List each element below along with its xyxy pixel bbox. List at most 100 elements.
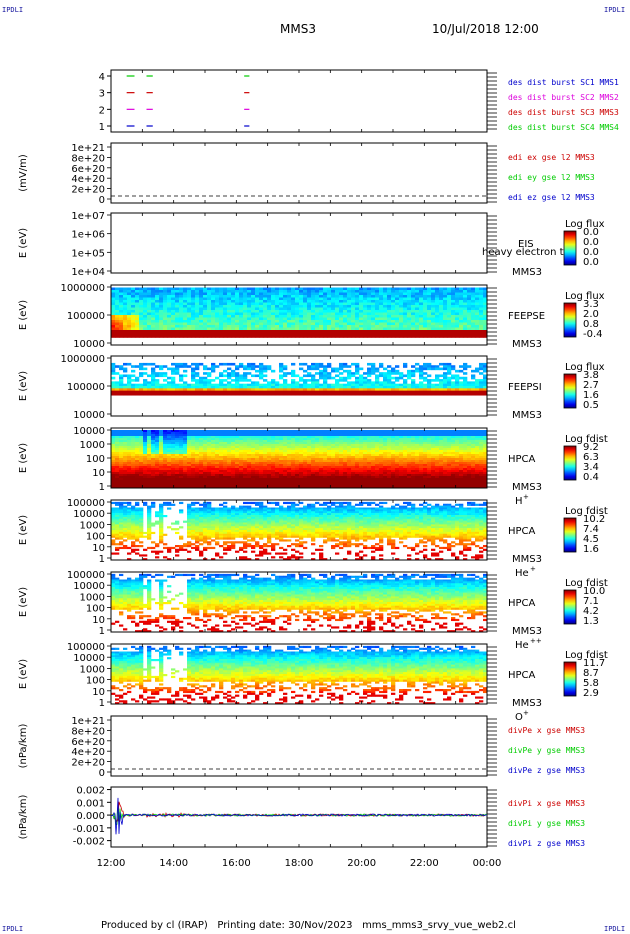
feepsi-pixel [147, 381, 152, 384]
feepse-pixel [411, 312, 416, 316]
hpca_h-pixel [263, 466, 268, 469]
hpca_h-pixel [287, 478, 292, 481]
feepse-pixel [219, 317, 224, 321]
hpca_h-pixel [251, 454, 256, 457]
hpca_h-pixel [195, 442, 200, 445]
feepse-pixel [147, 315, 152, 318]
hpca_h-pixel [315, 440, 320, 443]
feepse-pixel [271, 305, 276, 308]
feepse-pixel [275, 290, 280, 293]
feepsi-pixel [427, 367, 432, 371]
feepse-pixel [235, 320, 240, 323]
feepse-pixel [215, 290, 220, 293]
feepse-pixel [319, 295, 324, 298]
feepsi-pixel [195, 392, 200, 396]
hpca_h-pixel [335, 438, 340, 441]
feepse-pixel [135, 315, 140, 318]
feepsi-pixel [259, 388, 264, 391]
hpca_h-pixel [359, 448, 364, 451]
hpca_h-pixel [147, 430, 152, 433]
feepse-pixel [203, 335, 208, 338]
feepse-pixel [347, 327, 352, 331]
feepse-pixel [455, 287, 460, 291]
hpca_h-pixel [343, 462, 348, 465]
feepse-pixel [235, 305, 240, 308]
feepse-pixel [127, 332, 132, 336]
feepse-pixel [475, 292, 480, 296]
feepsi-pixel [447, 376, 452, 380]
feepse-pixel [399, 320, 404, 323]
feepsi-pixel [463, 367, 468, 371]
hpca_h-pixel [307, 466, 312, 469]
feepsi-pixel [287, 386, 292, 389]
feepse-pixel [403, 317, 408, 321]
feepse-pixel [335, 290, 340, 293]
feepsi-pixel [251, 381, 256, 384]
hpca_h-pixel [259, 460, 264, 463]
hpca_h-pixel [187, 472, 192, 475]
hpca_h-pixel [119, 466, 124, 469]
hpca_h-pixel [203, 438, 208, 441]
hpca_h-pixel [283, 482, 288, 485]
feepse-pixel [319, 332, 324, 336]
feepse-pixel [451, 292, 456, 296]
feepse-pixel [363, 287, 368, 291]
feepsi-pixel [319, 388, 324, 391]
feepsi-pixel [463, 383, 468, 387]
feepsi-pixel [299, 367, 304, 371]
hpca_h-pixel [223, 440, 228, 443]
feepsi-pixel [235, 388, 240, 391]
feepse-pixel [331, 327, 336, 331]
feepse-pixel [119, 312, 124, 316]
hpca_h-pixel [251, 448, 256, 451]
feepsi-pixel [387, 388, 392, 391]
hpca_h-pixel [335, 436, 340, 439]
feepse-pixel [203, 287, 208, 291]
feepsi-pixel [319, 365, 324, 368]
hpca_h-pixel [135, 438, 140, 441]
eis-cbar-tick: 0.0 [583, 237, 599, 248]
hpca_h-pixel [271, 454, 276, 457]
hpca_h-pixel [211, 458, 216, 461]
feepsi-pixel [303, 388, 308, 391]
hpca_h-pixel [343, 434, 348, 437]
hpca_h-pixel [267, 458, 272, 461]
feepse-pixel [363, 302, 368, 306]
feepsi-pixel [171, 383, 176, 387]
hpca_h-pixel [303, 474, 308, 477]
feepse-pixel [459, 330, 464, 333]
feepse-pixel [415, 292, 420, 296]
hpca_h-pixel [175, 430, 180, 433]
feepse-pixel [407, 325, 412, 328]
feepsi-pixel [399, 374, 404, 378]
feepse-pixel [123, 310, 128, 313]
hpca_h-pixel [215, 458, 220, 461]
hpca_h-pixel [139, 432, 144, 435]
feepsi-pixel [283, 383, 288, 387]
feepse-pixel [151, 317, 156, 321]
hpca_h-pixel [327, 478, 332, 481]
hpca_h-pixel [259, 438, 264, 441]
feepsi-pixel [395, 383, 400, 387]
hpca_h-pixel [315, 472, 320, 475]
feepsi-pixel [367, 362, 372, 366]
feepse-pixel [167, 307, 172, 311]
hpca_h-pixel [155, 456, 160, 459]
hpca_h-pixel [343, 448, 348, 451]
feepsi-pixel [347, 392, 352, 396]
feepse-pixel [455, 317, 460, 321]
hpca_h-pixel [207, 476, 212, 479]
feepsi-pixel [155, 392, 160, 396]
feepsi-pixel [291, 379, 296, 382]
hpca_h-pixel [291, 486, 296, 489]
hpca_h-pixel [135, 430, 140, 433]
hpca_h-pixel [163, 464, 168, 467]
hpca_h-pixel [115, 444, 120, 447]
feepse-pixel [399, 302, 404, 306]
feepsi-pixel [347, 386, 352, 389]
hpca_h-pixel [339, 462, 344, 465]
feepsi-pixel [171, 392, 176, 396]
hpca_h-pixel [127, 444, 132, 447]
hpca_h-pixel [175, 462, 180, 465]
hpca_h-pixel [147, 462, 152, 465]
